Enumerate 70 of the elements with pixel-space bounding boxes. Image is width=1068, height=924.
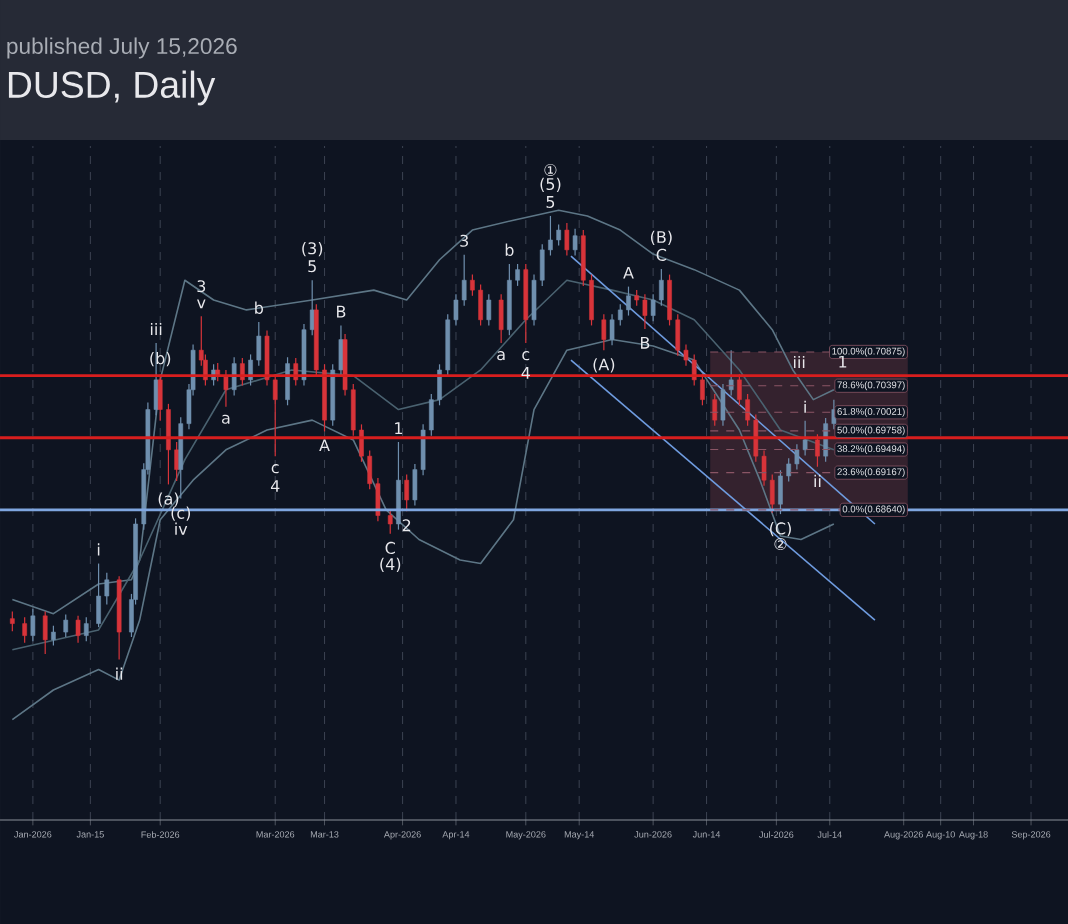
annotation: (B) bbox=[650, 230, 672, 245]
candlestick bbox=[720, 383, 726, 427]
chart-subtitle: published July 15,2026 bbox=[7, 37, 237, 59]
candlestick bbox=[42, 610, 48, 655]
annotation: i bbox=[804, 400, 806, 413]
annotation: (A) bbox=[593, 358, 615, 373]
candlestick bbox=[601, 313, 607, 351]
candlestick bbox=[231, 356, 237, 396]
candlestick bbox=[815, 433, 820, 468]
candlestick bbox=[285, 356, 290, 406]
candlestick bbox=[83, 616, 89, 642]
candlestick bbox=[642, 293, 648, 330]
annotation: b bbox=[505, 243, 514, 256]
annotation: (b) bbox=[150, 351, 171, 367]
annotation: ii bbox=[814, 474, 821, 487]
candlestick bbox=[387, 509, 393, 535]
candlestick bbox=[478, 283, 483, 327]
annotation: 2 bbox=[402, 519, 411, 532]
annotation: iii bbox=[150, 322, 162, 336]
annotation: 3 bbox=[460, 234, 468, 247]
annotation: ① bbox=[544, 163, 557, 176]
candlestick bbox=[51, 625, 56, 647]
candlestick bbox=[63, 613, 69, 638]
candlestick bbox=[626, 286, 631, 317]
annotation: (4) bbox=[380, 557, 401, 573]
annotation: c bbox=[522, 351, 530, 361]
annotation: C bbox=[656, 248, 667, 261]
annotation: 1 bbox=[395, 422, 403, 435]
annotation: (3) bbox=[302, 241, 323, 257]
annotation: a bbox=[497, 351, 505, 361]
annotation: B bbox=[641, 336, 650, 349]
candlestick bbox=[223, 369, 229, 408]
annotation: (C) bbox=[770, 522, 791, 537]
candlestick bbox=[564, 222, 570, 257]
candlestick bbox=[10, 610, 15, 632]
annotation: v bbox=[197, 299, 206, 309]
candlestick bbox=[556, 223, 561, 247]
annotation: ② bbox=[774, 538, 787, 551]
annotation: a bbox=[221, 414, 230, 424]
annotation: 5 bbox=[546, 196, 555, 208]
candlestick bbox=[22, 616, 27, 644]
candlestick bbox=[802, 420, 808, 457]
annotation: (a) bbox=[158, 492, 179, 507]
annotation: c bbox=[271, 464, 279, 474]
annotation: ii bbox=[116, 667, 123, 680]
candlestick bbox=[778, 469, 783, 515]
annotation: A bbox=[319, 439, 330, 452]
annotation: 3 bbox=[197, 280, 206, 293]
annotation: 4 bbox=[270, 480, 280, 492]
annotation: A bbox=[623, 266, 634, 279]
annotation: iii bbox=[794, 355, 805, 369]
candlestick bbox=[396, 441, 401, 531]
candlestick bbox=[75, 615, 81, 644]
candlestick bbox=[572, 228, 578, 257]
annotation: (5) bbox=[540, 177, 561, 192]
annotation: b bbox=[255, 301, 263, 314]
candlestick bbox=[498, 293, 504, 344]
candlestick bbox=[30, 608, 36, 642]
candlestick bbox=[712, 393, 718, 427]
annotation: C bbox=[385, 541, 395, 554]
candlestick bbox=[794, 443, 800, 471]
chart-title: DUSD, Daily bbox=[8, 70, 216, 106]
annotation: i bbox=[97, 543, 100, 556]
annotation: 5 bbox=[308, 260, 316, 273]
annotation: iv bbox=[175, 522, 188, 535]
annotation: B bbox=[337, 305, 346, 318]
candlestick bbox=[404, 473, 409, 512]
candlestick bbox=[486, 293, 492, 327]
annotation: 1 bbox=[839, 355, 847, 368]
candlestick bbox=[609, 313, 615, 346]
